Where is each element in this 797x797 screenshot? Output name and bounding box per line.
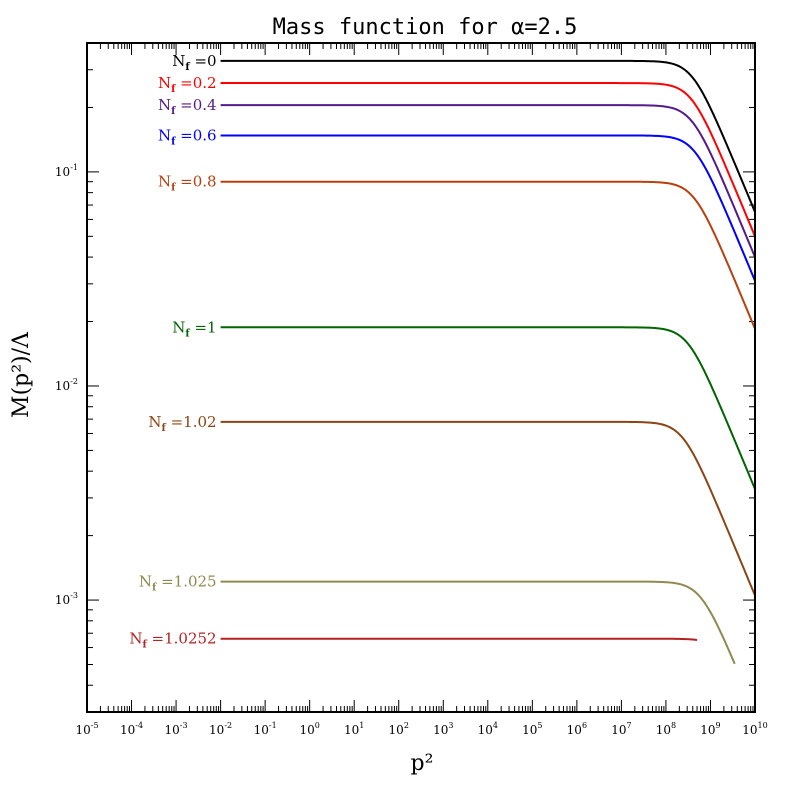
series-label-nf-0-4: Nf =0.4 bbox=[158, 96, 217, 117]
series-line-nf-1-025 bbox=[220, 580, 736, 665]
x-tick-label: 10-2 bbox=[209, 721, 232, 737]
series-label-nf-1-025: Nf =1.025 bbox=[139, 573, 217, 594]
x-tick-label: 10-3 bbox=[165, 721, 188, 737]
series-line-nf-0-2 bbox=[220, 82, 756, 237]
series-line-nf-0-8 bbox=[220, 180, 756, 330]
x-axis-label: p² bbox=[411, 751, 434, 776]
y-axis-label: M(p²)/Λ bbox=[9, 331, 34, 418]
x-tick-label: 1010 bbox=[742, 721, 767, 737]
x-tick-label: 10-1 bbox=[254, 721, 277, 737]
x-tick-label: 106 bbox=[567, 721, 587, 737]
x-tick-label: 103 bbox=[433, 721, 453, 737]
series-label-nf-0: Nf =0 bbox=[172, 52, 216, 73]
x-tick-label: 101 bbox=[344, 721, 364, 737]
series-label-nf-1-02: Nf =1.02 bbox=[148, 413, 216, 434]
data-series bbox=[220, 59, 756, 665]
y-tick-label: 10-2 bbox=[55, 377, 78, 393]
chart-title: Mass function for α=2.5 bbox=[273, 15, 578, 40]
series-label-nf-0-6: Nf =0.6 bbox=[158, 126, 217, 147]
series-line-nf-1-02 bbox=[220, 420, 756, 596]
series-label-nf-1: Nf =1 bbox=[172, 318, 216, 339]
x-tick-label: 104 bbox=[478, 721, 498, 737]
series-labels: Nf =0Nf =0.2Nf =0.4 Nf =0.6 Nf =0.8 Nf =1 Nf… bbox=[129, 52, 216, 651]
series-label-nf-0-8: Nf =0.8 bbox=[158, 173, 217, 194]
x-tick-label: 102 bbox=[389, 721, 409, 737]
x-tick-label: 107 bbox=[611, 721, 631, 737]
series-line-nf-0 bbox=[220, 59, 756, 213]
x-tick-label: 10-4 bbox=[120, 721, 143, 737]
x-tick-label: 108 bbox=[656, 721, 676, 737]
series-line-nf-1-0252 bbox=[220, 637, 698, 641]
y-tick-label: 10-3 bbox=[55, 591, 78, 607]
axis-tick-labels: 10-5 10-4 10-3 10-2 10-1 100 101 102 103 104 105 10… bbox=[55, 163, 768, 737]
x-tick-label: 109 bbox=[700, 721, 720, 737]
series-line-nf-1 bbox=[220, 326, 756, 490]
x-tick-label: 105 bbox=[522, 721, 542, 737]
series-label-nf-1-0252: Nf =1.0252 bbox=[129, 630, 216, 651]
series-line-nf-0-6 bbox=[220, 134, 756, 282]
plot-frame bbox=[86, 42, 756, 713]
y-tick-label: 10-1 bbox=[55, 163, 78, 179]
series-label-nf-0-2: Nf =0.2 bbox=[158, 74, 217, 95]
x-tick-label: 100 bbox=[299, 721, 319, 737]
x-tick-label: 10-5 bbox=[75, 721, 98, 737]
series-line-nf-0-4 bbox=[220, 104, 756, 258]
